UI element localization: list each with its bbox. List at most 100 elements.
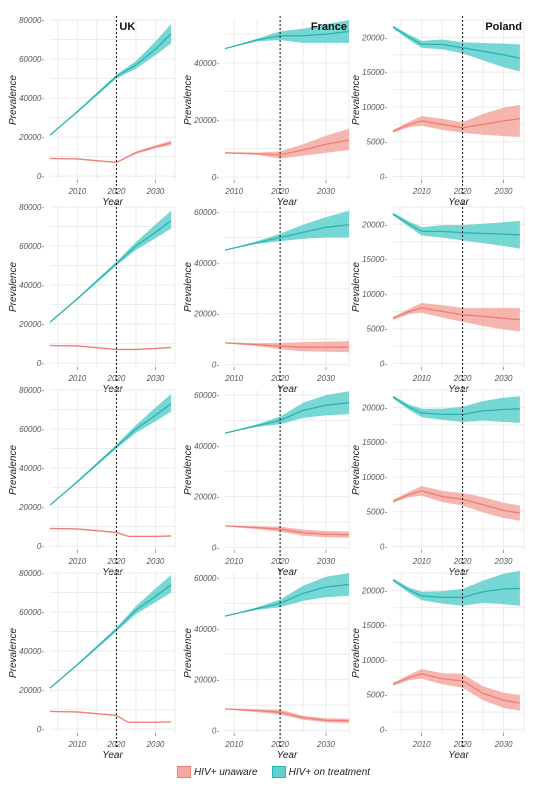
x-tick-label: 2030 [146,374,165,383]
line-unaware [224,342,349,348]
panel-france-scenario-3: 0- 20000- 40000- 60000- 2010 2020 2030 Year Prev… [183,386,350,578]
line-unaware [224,708,350,722]
line-treatment [392,213,520,236]
band-unaware [393,303,520,332]
x-tick-label: 2030 [316,187,335,196]
y-tick-label: 0- [37,172,44,181]
panel-title: UK [119,21,135,33]
y-tick-label: 60000- [194,208,219,217]
y-axis-label: Prevalence [183,628,194,678]
y-tick-label: 60000- [194,391,219,400]
line-treatment [49,403,172,506]
y-tick-label: 40000- [194,442,219,451]
x-tick-label: 2010 [67,374,86,383]
band-unaware [393,669,520,711]
line-treatment [49,584,172,689]
y-tick-label: 40000- [194,59,219,68]
x-tick-label: 2030 [146,557,165,566]
y-axis-label: Prevalence [183,262,194,312]
band-treatment [393,212,520,249]
line-treatment [224,30,350,50]
y-axis-label: Prevalence [351,262,362,312]
x-tick-label: 2030 [316,557,335,566]
x-tick-label: 2010 [412,740,431,749]
y-tick-label: 60000- [19,425,44,434]
y-tick-label: 0- [37,725,44,734]
y-tick-label: 15000- [362,255,387,264]
y-axis-label: Prevalence [8,628,19,678]
y-tick-label: 0- [212,543,219,552]
y-axis-label: Prevalence [351,445,362,495]
band-treatment [225,210,349,251]
y-tick-label: 20000- [193,116,219,125]
y-tick-label: 0- [380,360,387,369]
y-tick-label: 20000- [193,310,219,319]
x-tick-label: 2010 [412,374,431,383]
band-treatment [225,20,349,49]
y-tick-label: 10000- [362,103,387,112]
y-tick-label: 40000- [19,464,44,473]
y-tick-label: 40000- [19,281,44,290]
y-tick-label: 10000- [362,290,387,299]
band-treatment [50,574,172,689]
line-treatment [224,583,350,617]
y-tick-label: 20000- [361,220,387,229]
line-treatment [49,220,172,323]
x-tick-label: 2010 [412,557,431,566]
line-treatment [224,402,350,434]
line-treatment [49,33,172,136]
y-axis-label: Prevalence [183,445,194,495]
y-tick-label: 10000- [362,473,387,482]
band-unaware [225,128,349,159]
legend-swatch-treatment [271,766,286,778]
x-tick-label: 2010 [224,740,243,749]
x-tick-label: 2030 [494,740,513,749]
y-tick-label: 20000- [18,686,44,695]
y-tick-label: 60000- [19,55,44,64]
band-treatment [393,25,520,72]
x-tick-label: 2020 [270,557,289,566]
y-tick-label: 20000- [361,586,387,595]
y-axis-label: Prevalence [183,75,194,125]
y-tick-label: 0- [212,726,219,735]
y-tick-label: 20000- [361,403,387,412]
y-tick-label: 0- [380,726,387,735]
line-unaware [392,490,521,514]
band-unaware [393,104,520,137]
y-tick-label: 60000- [19,242,44,251]
x-tick-label: 2030 [316,374,335,383]
y-tick-label: 40000- [194,259,219,268]
line-unaware [392,673,521,704]
legend: HIV+ unaware HIV+ on treatment [0,762,547,782]
panel-title: France [311,21,347,33]
x-tick-label: 2010 [412,187,431,196]
x-tick-label: 2020 [453,740,472,749]
y-tick-label: 60000- [194,574,219,583]
y-tick-label: 60000- [19,608,44,617]
line-treatment [224,224,350,251]
x-tick-label: 2020 [270,374,289,383]
y-axis-label: Prevalence [8,75,19,125]
line-unaware [224,525,350,536]
line-unaware [224,139,350,156]
line-unaware [392,118,520,132]
line-unaware [49,344,172,351]
legend-item-treatment: HIV+ on treatment [271,766,371,778]
y-tick-label: 0- [37,359,44,368]
y-tick-label: 5000- [367,325,388,334]
y-tick-label: 20000- [193,493,219,502]
legend-label-treatment: HIV+ on treatment [288,766,371,778]
x-axis-label: Year [102,750,123,761]
y-tick-label: 0- [37,542,44,551]
legend-label-unaware: HIV+ unaware [193,766,258,778]
line-unaware [49,142,172,164]
legend-item-unaware: HIV+ unaware [176,766,258,778]
band-treatment [225,391,349,434]
panel-france-scenario-2: 0- 20000- 40000- 60000- 2010 2020 2030 Year Prev… [183,203,350,395]
y-tick-label: 40000- [19,647,44,656]
line-unaware [392,307,520,321]
x-tick-label: 2030 [146,187,165,196]
band-unaware [225,525,349,538]
y-axis-label: Prevalence [8,445,19,495]
